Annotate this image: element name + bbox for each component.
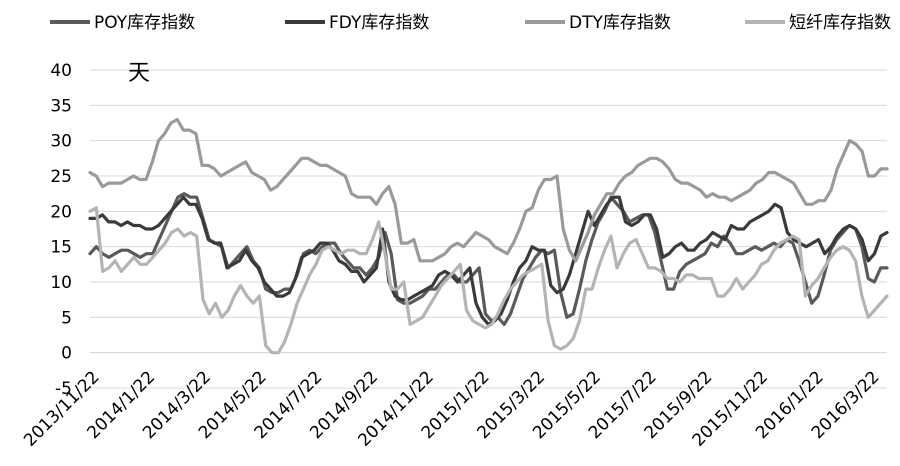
legend: POY库存指数 FDY库存指数 DTY库存指数 短纤库存指数: [50, 13, 891, 33]
series-line: [88, 206, 889, 355]
y-tick-label: 40: [50, 61, 72, 81]
x-axis: 2013/11/222014/1/222014/3/222014/5/22201…: [20, 352, 887, 451]
y-tick-label: 15: [50, 238, 72, 258]
legend-label: FDY库存指数: [329, 13, 429, 33]
y-tick-label: 20: [50, 202, 72, 222]
legend-label: 短纤库存指数: [789, 13, 891, 33]
y-axis: -5 0 5 10 15 20 25 30 35 40: [50, 61, 72, 399]
legend-label: POY库存指数: [94, 13, 195, 33]
y-tick-label: 30: [50, 132, 72, 152]
legend-label: DTY库存指数: [569, 13, 671, 33]
y-tick-label: 35: [50, 96, 72, 116]
y-unit-label: 天: [128, 61, 150, 86]
y-tick-label: 25: [50, 167, 72, 187]
series-line: [88, 117, 889, 263]
series-lines: [88, 117, 889, 355]
y-tick-label: 10: [50, 273, 72, 293]
y-tick-label: 0: [61, 344, 72, 364]
y-tick-label: -5: [55, 379, 72, 399]
y-tick-label: 5: [61, 308, 72, 328]
gridlines: [90, 69, 887, 389]
